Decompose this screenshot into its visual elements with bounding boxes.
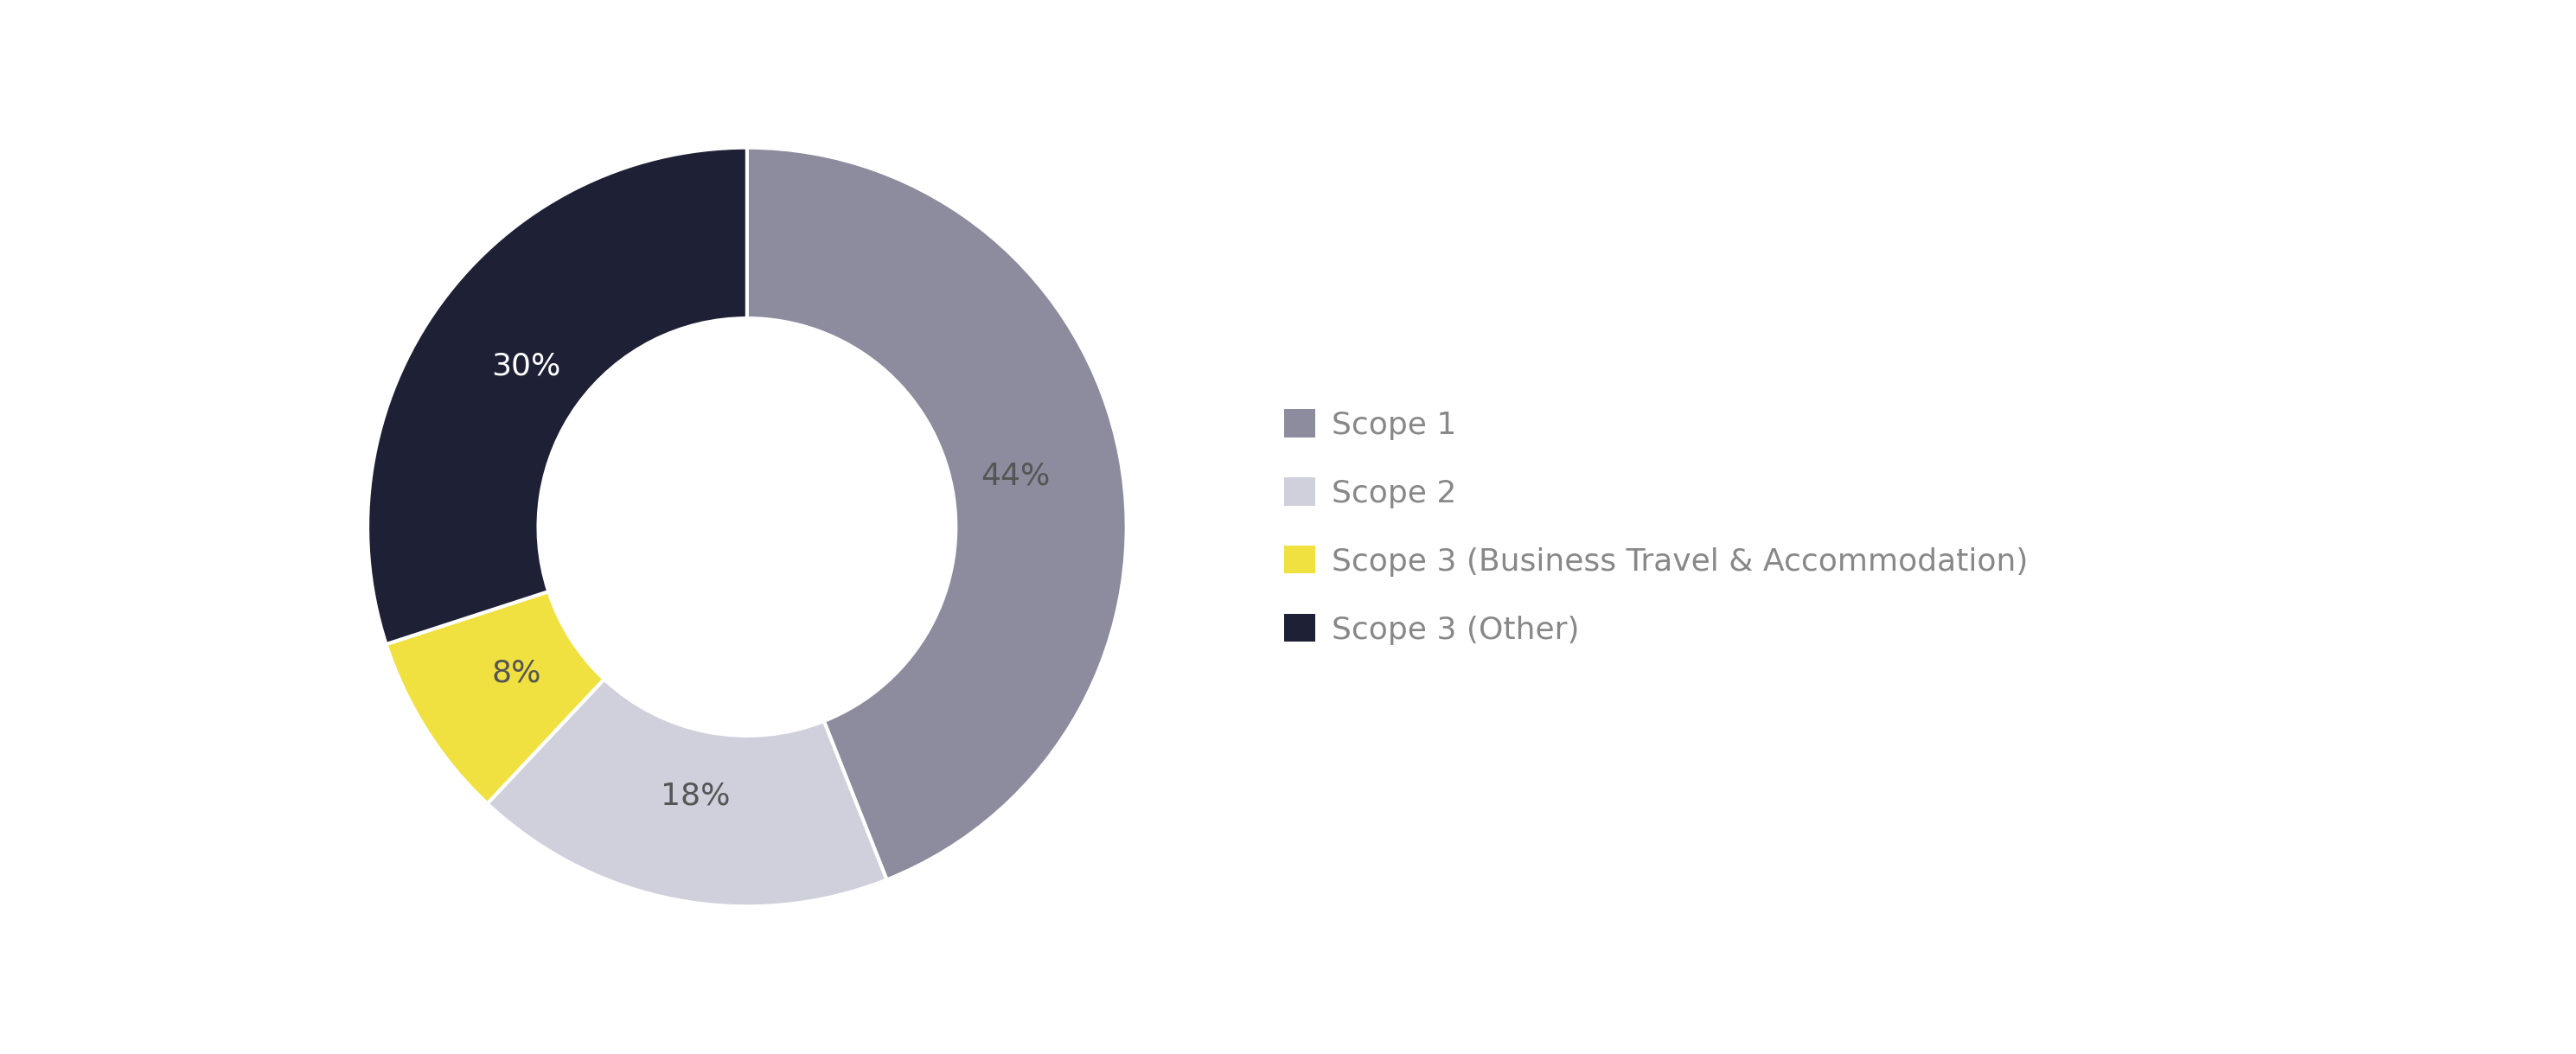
Legend: Scope 1, Scope 2, Scope 3 (Business Travel & Accommodation), Scope 3 (Other): Scope 1, Scope 2, Scope 3 (Business Trav…	[1285, 409, 2027, 645]
Text: 8%: 8%	[492, 659, 541, 688]
Wedge shape	[368, 148, 747, 644]
Wedge shape	[747, 148, 1126, 880]
Wedge shape	[487, 679, 886, 906]
Text: 30%: 30%	[492, 352, 562, 380]
Text: 44%: 44%	[981, 461, 1051, 490]
Text: 18%: 18%	[662, 781, 732, 811]
Wedge shape	[386, 591, 605, 803]
